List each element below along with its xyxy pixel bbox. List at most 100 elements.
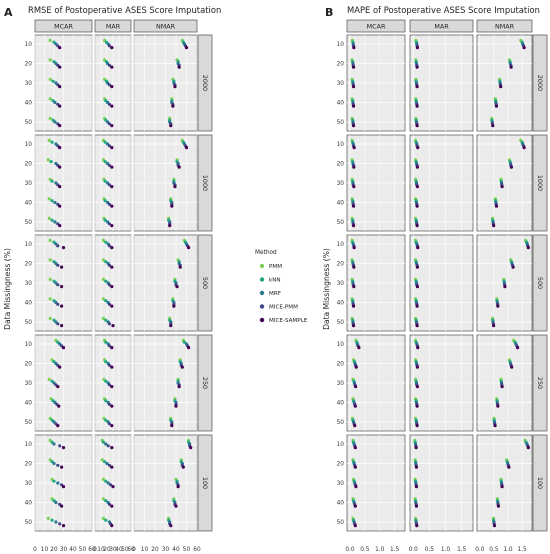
- x-tick-label: 1.0: [503, 547, 513, 553]
- facet-mcar-1000: [346, 134, 406, 232]
- facet-nmar-100: [476, 434, 533, 532]
- y-tick-label: 40: [25, 301, 33, 307]
- facet-nmar-2000: [133, 34, 198, 132]
- facet-mar-250: [409, 334, 474, 432]
- facet-strip-mcar: [34, 19, 93, 33]
- facet-nmar-250: [476, 334, 533, 432]
- y-tick-label: 30: [337, 181, 345, 187]
- y-tick-label: 20: [337, 362, 345, 368]
- data-point-mice-sample: [353, 446, 357, 450]
- data-point-mice-sample: [60, 324, 64, 328]
- x-tick-label: 60: [88, 547, 96, 553]
- facet-nmar-100: [133, 434, 198, 532]
- data-point-mice-sample: [110, 285, 114, 289]
- legend-label: kNN: [269, 278, 281, 284]
- data-point-mice-sample: [415, 285, 420, 289]
- y-tick-label: 10: [337, 142, 345, 148]
- facet-nmar-1000: [476, 134, 533, 232]
- facet-mar-250: [94, 334, 132, 432]
- data-point-mice-pmm: [58, 522, 62, 526]
- data-point-knn: [104, 340, 108, 344]
- facet-label: NMAR: [156, 23, 176, 31]
- data-point-mice-sample: [58, 165, 62, 169]
- data-point-mice-sample: [187, 346, 191, 350]
- y-tick-label: 30: [25, 481, 33, 487]
- y-tick-label: 20: [25, 162, 33, 168]
- y-tick-label: 30: [25, 381, 33, 387]
- data-point-mice-sample: [522, 46, 526, 50]
- panel-tag-b: B: [325, 6, 333, 19]
- data-point-mice-pmm: [107, 102, 111, 106]
- facet-nmar-250: [133, 334, 198, 432]
- y-tick-label: 50: [337, 220, 345, 226]
- data-point-mice-sample: [60, 265, 64, 269]
- data-point-mice-pmm: [107, 63, 111, 67]
- y-tick-label: 30: [25, 281, 33, 287]
- data-point-mice-sample: [176, 485, 180, 489]
- data-point-mice-sample: [415, 224, 419, 228]
- data-point-mice-pmm: [56, 302, 60, 306]
- data-point-mice-sample: [110, 165, 114, 169]
- data-point-mice-sample: [496, 404, 500, 408]
- data-point-pmm: [101, 238, 105, 242]
- data-point-mrf: [53, 220, 57, 224]
- data-point-mice-sample: [110, 46, 114, 50]
- data-point-mice-sample: [351, 104, 356, 108]
- row-label: 2000: [201, 75, 209, 91]
- data-point-mice-sample: [110, 346, 114, 350]
- x-tick-label: 60: [193, 547, 201, 553]
- data-point-mice-sample: [496, 504, 501, 508]
- x-tick-label: 0: [132, 547, 136, 553]
- data-point-mice-sample: [110, 504, 114, 508]
- legend: Method PMM kNN MRF MICE-PMM MICE-SAMPLE: [255, 250, 308, 324]
- data-point-mice-sample: [174, 404, 178, 408]
- data-point-mrf: [53, 100, 57, 105]
- x-tick-label: 10: [41, 547, 49, 553]
- legend-title: Method: [255, 250, 277, 256]
- data-point-mice-sample: [415, 165, 420, 169]
- x-tick-label: 50: [121, 547, 129, 553]
- y-tick-label: 20: [25, 62, 33, 68]
- data-point-mrf: [56, 481, 60, 485]
- x-tick-label: 30: [109, 547, 117, 553]
- data-point-mrf: [106, 481, 110, 485]
- legend-label: MRF: [269, 291, 281, 297]
- legend-label: PMM: [269, 264, 282, 270]
- y-tick-label: 10: [25, 342, 33, 348]
- data-point-mice-sample: [352, 285, 356, 289]
- data-point-mice-pmm: [107, 202, 111, 206]
- data-point-knn: [103, 460, 107, 464]
- data-point-mice-sample: [110, 246, 114, 250]
- data-point-mice-sample: [111, 324, 115, 328]
- legend-key-mice-pmm: [259, 304, 265, 309]
- data-point-mice-sample: [416, 346, 420, 350]
- data-point-knn: [49, 160, 53, 164]
- legend-key-knn: [259, 277, 265, 282]
- data-point-pmm: [48, 316, 52, 320]
- row-label: 2000: [536, 75, 544, 91]
- data-point-mice-sample: [110, 404, 114, 408]
- data-point-mice-sample: [56, 385, 60, 389]
- data-point-mice-pmm: [58, 444, 62, 448]
- data-point-mice-sample: [172, 304, 176, 308]
- data-point-mice-sample: [354, 385, 358, 389]
- x-tick-label: 0.5: [360, 547, 370, 553]
- data-point-mice-sample: [56, 424, 60, 428]
- data-point-mice-sample: [415, 424, 419, 428]
- data-point-knn: [50, 179, 54, 183]
- data-point-mice-sample: [189, 446, 193, 450]
- data-point-knn: [104, 299, 108, 303]
- data-point-knn: [52, 479, 56, 483]
- row-strip-500: [197, 234, 213, 332]
- facet-mar-100: [94, 434, 132, 532]
- data-point-mice-sample: [58, 124, 62, 128]
- y-tick-label: 50: [25, 120, 33, 126]
- data-point-mice-sample: [352, 185, 356, 189]
- facet-nmar-500: [476, 234, 533, 332]
- data-point-mice-sample: [516, 346, 520, 350]
- data-point-mice-sample: [60, 504, 64, 508]
- y-tick-label: 20: [337, 162, 345, 168]
- data-point-mice-sample: [507, 465, 511, 469]
- facet-label: MAR: [434, 23, 449, 31]
- data-point-pmm: [48, 238, 52, 242]
